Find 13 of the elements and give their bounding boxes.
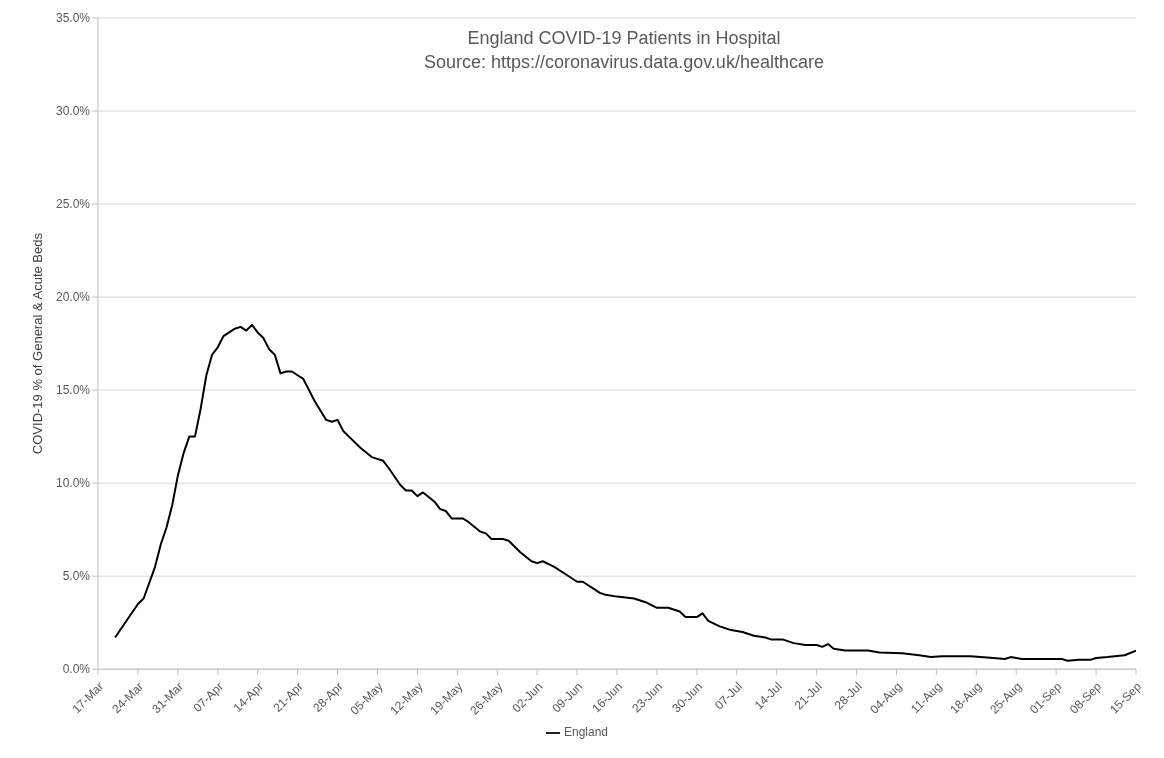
- y-tick-label: 30.0%: [55, 104, 91, 119]
- y-tick-label: 0.0%: [62, 662, 91, 677]
- y-tick-label: 15.0%: [55, 383, 91, 398]
- text: England COVID-19 Patients in Hospital: [466, 27, 782, 50]
- y-axis-title: COVID-19 % of General & Acute Beds: [29, 232, 45, 455]
- y-tick-label: 5.0%: [62, 569, 91, 584]
- y-tick-label: 10.0%: [55, 476, 91, 491]
- y-tick-label: 35.0%: [55, 11, 91, 26]
- line-series: [114, 323, 1136, 662]
- text: Source: https://coronavirus.data.gov.uk/healthcare: [423, 51, 825, 74]
- y-tick-label: 25.0%: [55, 197, 91, 212]
- legend-label: England: [563, 725, 609, 740]
- y-tick-label: 20.0%: [55, 290, 91, 305]
